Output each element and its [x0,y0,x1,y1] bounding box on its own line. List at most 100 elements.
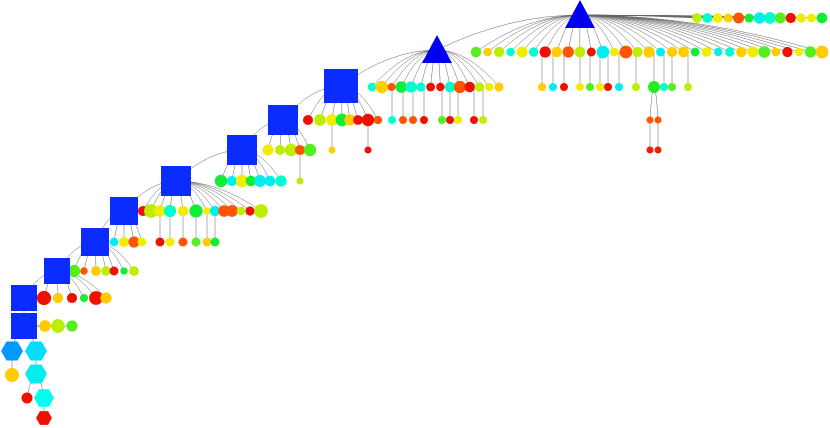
node [245,206,255,216]
node [191,237,201,247]
node [214,174,228,188]
node [367,82,377,92]
node [202,237,212,247]
node [129,266,139,276]
node [632,46,643,58]
hub-node [227,135,257,165]
node [264,175,276,187]
node [479,116,487,124]
node [493,46,505,58]
node [690,47,700,57]
node [785,12,796,24]
node [375,80,389,94]
node [284,143,298,157]
node [426,82,436,92]
node [771,47,781,57]
node [725,47,735,57]
node [453,80,467,94]
node [155,237,165,247]
node [666,46,678,58]
node [596,45,610,59]
node [361,113,375,127]
node [684,83,692,91]
node [373,115,383,125]
node [409,116,417,124]
node [303,143,317,157]
node [438,116,446,124]
hex-node [25,364,47,384]
node [128,236,140,248]
hub-node [81,228,109,256]
node [91,266,101,276]
node [100,292,112,304]
node [163,204,177,218]
node [226,175,238,187]
node [733,12,745,24]
node [177,205,189,217]
node [539,46,551,58]
node [119,237,129,247]
node [774,12,786,24]
node [516,46,528,58]
node [549,83,557,91]
node [702,13,713,23]
hex-node [36,411,52,425]
node [648,81,660,93]
node [574,46,586,58]
node [747,46,759,58]
node [154,205,166,217]
node [344,114,356,126]
node [470,116,478,124]
node [807,13,817,23]
node [586,83,594,91]
hub-node [324,69,358,103]
node [643,46,655,58]
node [656,47,665,57]
node [109,266,119,276]
edge [579,14,823,53]
node [189,204,203,218]
root-node [422,35,452,63]
node [302,114,314,126]
hex-node [34,389,54,407]
node [446,116,454,124]
node [245,175,257,187]
node [654,116,662,124]
node [538,83,546,91]
node [165,237,175,247]
node [646,146,654,154]
node [562,46,574,58]
node [551,46,562,58]
hex-node [1,341,23,361]
node [296,177,304,185]
node [203,207,211,215]
node [416,82,426,92]
node [326,114,338,126]
node [262,144,274,156]
node [758,46,771,58]
node [109,237,119,247]
node [80,267,88,275]
node [388,116,396,124]
node [21,392,33,404]
node [51,319,65,333]
node [39,320,51,332]
node [528,47,539,57]
node [678,46,689,58]
node [483,47,492,57]
node [209,205,221,217]
node [464,81,475,93]
node [794,47,804,57]
node [701,47,712,57]
node [610,47,619,57]
node [753,12,766,24]
node [804,46,817,58]
node [816,12,828,24]
node [5,368,19,382]
node [736,46,747,58]
node [399,116,407,124]
node [66,320,78,332]
node [101,266,111,276]
